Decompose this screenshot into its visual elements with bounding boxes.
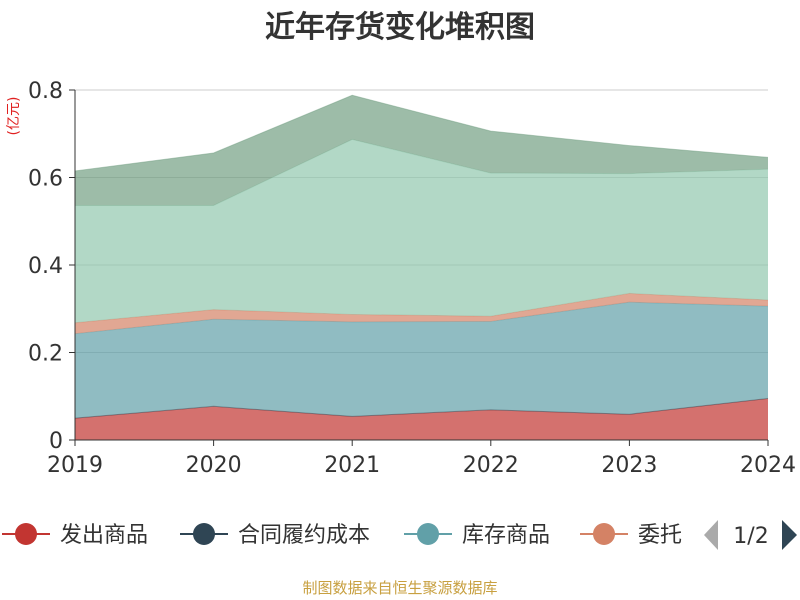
legend-marker — [593, 523, 615, 545]
x-tick-label: 2022 — [463, 453, 519, 478]
y-tick-label: 0.4 — [28, 254, 63, 279]
area-5 — [75, 95, 768, 206]
area-2 — [75, 302, 768, 419]
area-top-line-1 — [74, 397, 769, 419]
legend-marker — [193, 523, 215, 545]
y-tick-label: 0.8 — [28, 79, 63, 104]
legend-prev-page-icon[interactable] — [704, 520, 718, 550]
y-tick-label: 0 — [49, 429, 63, 454]
legend-label: 库存商品 — [462, 523, 550, 548]
legend[interactable]: 发出商品 合同履约成本 库存商品 委托 — [2, 523, 682, 548]
x-tick-label: 2021 — [324, 453, 380, 478]
legend-item[interactable]: 合同履约成本 — [180, 523, 370, 548]
legend-next-page-icon[interactable] — [782, 520, 797, 550]
area-3 — [75, 293, 768, 334]
axes — [69, 89, 769, 446]
x-tick-label: 2023 — [601, 453, 657, 478]
legend-label: 发出商品 — [60, 523, 148, 548]
legend-label: 合同履约成本 — [238, 523, 370, 548]
area-series — [74, 94, 769, 440]
y-tick-label: 0.6 — [28, 167, 63, 192]
legend-item[interactable]: 发出商品 — [2, 523, 148, 548]
area-top-line-2 — [74, 301, 769, 335]
legend-page-indicator: 1/2 — [733, 524, 768, 549]
x-tick-label: 2020 — [186, 453, 242, 478]
area-top-line-5 — [74, 94, 769, 172]
y-tick-label: 0.2 — [28, 342, 63, 367]
legend-item[interactable]: 库存商品 — [404, 523, 550, 548]
legend-item[interactable]: 委托 — [580, 523, 682, 548]
legend-label: 委托 — [638, 523, 682, 548]
legend-marker — [15, 523, 37, 545]
data-source-note: 制图数据来自恒生聚源数据库 — [302, 579, 497, 597]
y-unit-label: (亿元) — [6, 97, 22, 136]
legend-marker — [417, 523, 439, 545]
area-4 — [75, 139, 768, 323]
x-tick-label: 2024 — [740, 453, 796, 478]
x-tick-labels: 2019 2020 2021 2022 2023 2024 — [47, 453, 796, 478]
y-tick-labels: 0 0.2 0.4 0.6 0.8 — [28, 79, 63, 454]
chart-title: 近年存货变化堆积图 — [265, 10, 535, 45]
x-tick-label: 2019 — [47, 453, 103, 478]
